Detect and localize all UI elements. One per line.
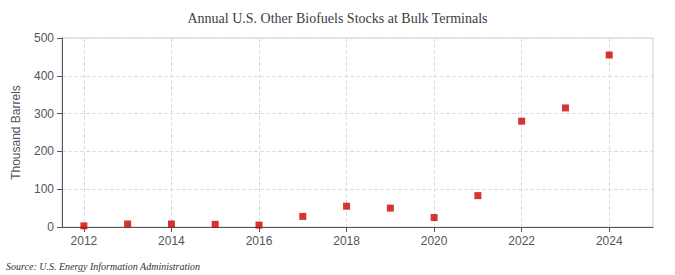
svg-text:0: 0 (47, 220, 54, 234)
svg-text:Thousand Barrels: Thousand Barrels (9, 85, 23, 180)
svg-text:2020: 2020 (421, 234, 448, 248)
svg-text:Annual U.S. Other Biofuels Sto: Annual U.S. Other Biofuels Stocks at Bul… (187, 11, 487, 26)
svg-text:300: 300 (34, 107, 54, 121)
svg-text:400: 400 (34, 69, 54, 83)
svg-text:200: 200 (34, 144, 54, 158)
svg-text:100: 100 (34, 182, 54, 196)
svg-text:2012: 2012 (71, 234, 98, 248)
svg-text:2014: 2014 (158, 234, 185, 248)
svg-text:Source: U.S. Energy Informatio: Source: U.S. Energy Information Administ… (6, 261, 200, 272)
svg-text:2016: 2016 (246, 234, 273, 248)
svg-text:2024: 2024 (596, 234, 623, 248)
svg-text:2022: 2022 (508, 234, 535, 248)
svg-text:500: 500 (34, 31, 54, 45)
svg-text:2018: 2018 (333, 234, 360, 248)
